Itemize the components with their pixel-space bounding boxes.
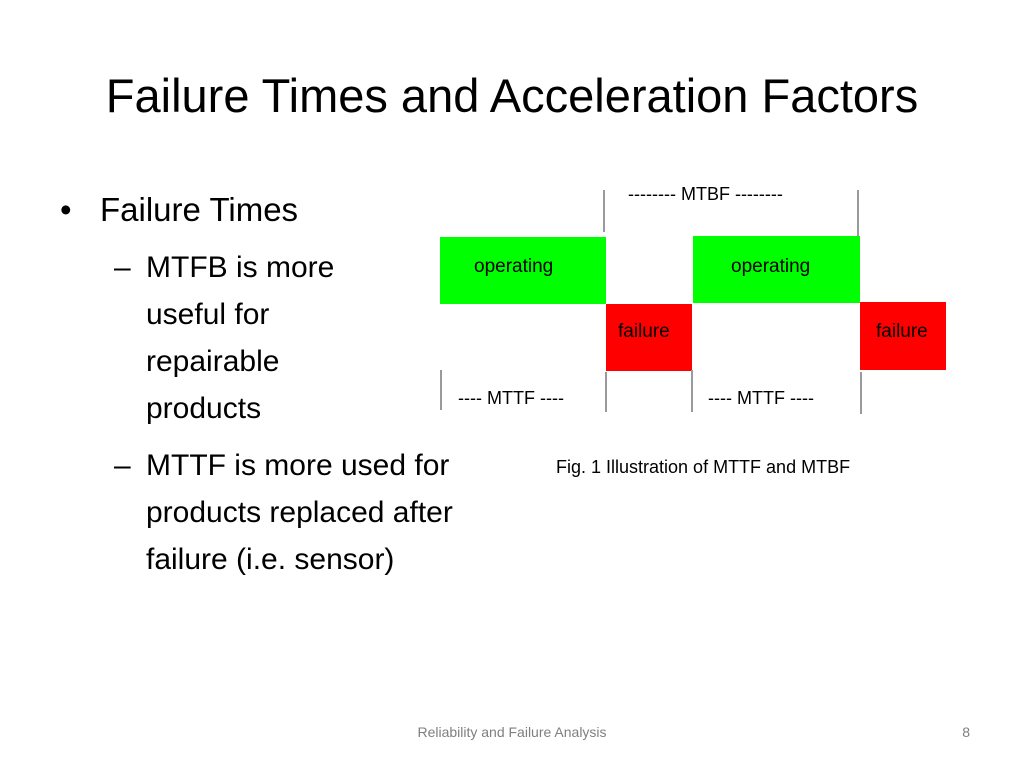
divider-line	[605, 372, 607, 412]
divider-line	[691, 370, 693, 412]
bullet-text: Failure Times	[100, 191, 299, 228]
sub-bullet-text: MTFB is more useful for repairable produ…	[146, 251, 335, 425]
sub-bullet-item: – MTTF is more used for products replace…	[56, 442, 456, 583]
failure-label: failure	[618, 321, 670, 342]
bullet-item: • Failure Times	[56, 190, 476, 230]
bullet-dot-icon: •	[60, 191, 72, 228]
failure-block: failure	[606, 304, 692, 371]
mttf-label: ---- MTTF ----	[708, 388, 814, 408]
divider-line	[860, 372, 862, 414]
page-number: 8	[962, 724, 970, 740]
divider-line	[857, 190, 859, 236]
slide-title: Failure Times and Acceleration Factors	[105, 69, 919, 122]
operating-block: operating	[693, 236, 860, 303]
dash-icon: –	[114, 251, 131, 284]
failure-label: failure	[876, 321, 928, 342]
footer-text: Reliability and Failure Analysis	[417, 724, 607, 740]
sub-bullet-text: MTTF is more used for products replaced …	[146, 449, 453, 576]
bullet-list: • Failure Times – MTFB is more useful fo…	[56, 190, 476, 593]
figure-caption: Fig. 1 Illustration of MTTF and MTBF	[556, 457, 851, 477]
operating-label: operating	[474, 256, 554, 277]
divider-line	[603, 190, 605, 232]
operating-label: operating	[731, 256, 811, 277]
sub-bullet-item: – MTFB is more useful for repairable pro…	[56, 244, 376, 432]
mtbf-label: -------- MTBF --------	[628, 184, 783, 204]
failure-block: failure	[860, 302, 946, 370]
dash-icon: –	[114, 449, 131, 482]
